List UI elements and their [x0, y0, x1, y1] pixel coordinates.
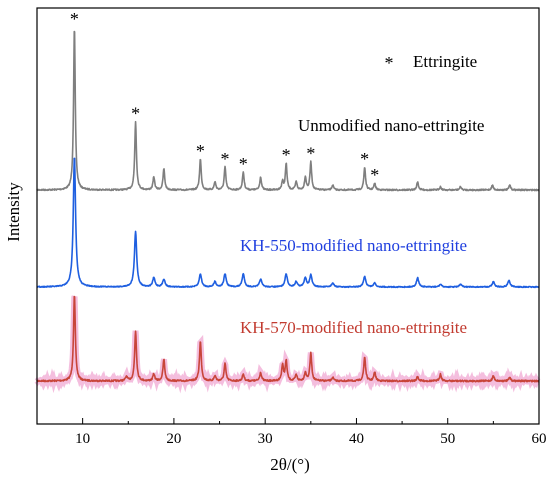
y-axis-label: Intensity	[4, 182, 23, 242]
series-line-kh570	[36, 295, 540, 383]
x-tick-label: 20	[166, 431, 181, 447]
series-label-unmodified: Unmodified nano-ettringite	[298, 116, 484, 135]
ettringite-marker: *	[239, 154, 248, 174]
legend-marker: *	[385, 53, 394, 73]
ettringite-marker: *	[370, 165, 379, 185]
series-line-unmodified	[36, 30, 540, 192]
x-axis-ticks: 10 20 30 40 50 60	[36, 418, 547, 447]
series-label-kh570: KH-570-modified nano-ettringite	[240, 318, 467, 337]
legend: * Ettringite	[385, 52, 478, 73]
x-tick-label: 10	[75, 431, 90, 447]
x-tick-label: 30	[258, 431, 273, 447]
ettringite-marker: *	[196, 141, 205, 161]
ettringite-marker: *	[131, 103, 140, 123]
plot-frame	[36, 7, 540, 425]
ettringite-marker: *	[70, 9, 79, 29]
x-tick-label: 50	[440, 431, 455, 447]
series-line-kh550	[36, 157, 540, 289]
x-tick-label: 40	[349, 431, 364, 447]
ettringite-marker: *	[360, 149, 369, 169]
ettringite-marker: *	[282, 145, 291, 165]
series-shadow-kh570	[34, 295, 541, 394]
legend-label: Ettringite	[413, 52, 477, 71]
ettringite-marker: *	[306, 144, 315, 164]
traces-layer	[34, 30, 541, 394]
x-tick-label: 60	[532, 431, 547, 447]
series-label-kh550: KH-550-modified nano-ettringite	[240, 236, 467, 255]
ettringite-marker: *	[221, 149, 230, 169]
x-axis-label: 2θ/(°)	[270, 455, 310, 474]
ettringite-markers: *** * * * * **	[70, 9, 379, 185]
